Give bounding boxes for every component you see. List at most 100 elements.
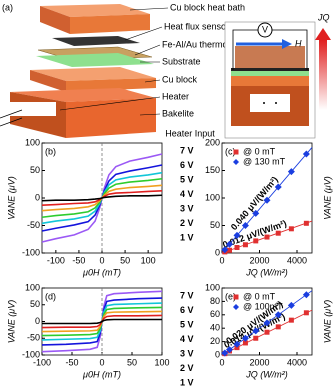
panel-label: (b) [45,146,56,156]
diagram-label: Cu block [162,74,198,84]
schematic-sensor [231,68,309,71]
y-tick-label: 0 [35,192,40,202]
legend-entry: 1 V [180,377,194,386]
x-tick-label: -50 [65,357,78,367]
diagram: (a) Cu block heat bath Heat flux sensor … [0,2,331,139]
panel-label: (c) [225,146,236,156]
legend-entry: @ 0 mT [243,146,276,156]
bakelite-front [66,98,156,138]
heater-wire [0,117,23,127]
x-tick-label: 100 [154,357,169,367]
x-tick-label: -50 [72,255,85,265]
point [263,196,271,204]
point [221,349,229,357]
legend-entry: 4 V [180,334,194,344]
cu-heat-bath-top [40,4,150,17]
voltmeter-wire [232,29,308,70]
legend-entry: 3 V [180,348,194,358]
voltmeter [257,22,273,38]
panel-label: (a) [2,2,13,12]
legend-entry: @ 0 mT [243,291,276,301]
field-arrowhead [282,39,292,49]
y-tick-label: 50 [210,220,220,230]
point [274,311,282,319]
series-line [42,318,162,325]
diagram-label: Fe-Al/Au thermopile [162,39,242,49]
y-tick-label: 100 [25,137,40,147]
heat-flux-sensor [52,36,140,46]
point [226,346,233,354]
schematic-substrate [231,71,309,76]
schematic-heater [250,94,290,112]
y-tick-label: 100 [205,282,220,292]
point [242,340,248,346]
x-tick-label: 0 [219,357,224,367]
point [234,245,240,250]
field-label: H [295,38,302,48]
y-tick-label: 0 [215,247,220,257]
heater-dot [263,102,265,104]
x-axis-label: JQ (W/m²) [245,267,287,277]
cu-block-side [30,70,66,92]
y-tick-label: 50 [30,165,40,175]
legend-entry: 6 V [180,305,194,315]
y-tick-label: -50 [27,220,40,230]
x-axis-label: μ0H (mT) [82,369,121,379]
point [252,209,260,217]
point [226,240,233,248]
point [287,168,295,176]
x-tick-label: 100 [141,255,156,265]
point [233,340,241,348]
point [241,334,249,342]
cu-heat-bath-side [40,6,70,34]
heat-flow-arrow [319,40,327,110]
cu-heat-bath-front [70,14,150,34]
panel-label: (d) [45,291,56,301]
x-tick-label: 0 [99,255,104,265]
bakelite-top [10,88,156,102]
cu-block-front [66,78,156,92]
point [287,301,295,309]
y-tick-label: 40 [210,323,220,333]
y-axis-label: VANE (μV) [6,176,16,219]
x-tick-label: 0 [219,255,224,265]
y-tick-label: 80 [210,296,220,306]
x-tick-label: 4000 [287,255,307,265]
voltmeter-label: V [262,24,268,34]
legend-entry: 5 V [180,319,194,329]
legend-marker [233,149,239,155]
diagram-label: Bakelite [162,108,194,118]
legend-entry: @ 100mT [243,301,283,311]
y-axis-label: VANE (μV) [6,300,16,343]
y-tick-label: 100 [205,192,220,202]
y-tick-label: -100 [22,247,40,257]
legend-entry: 6 V [180,160,194,170]
y-tick-label: 100 [25,282,40,292]
point [275,324,281,330]
point [275,230,281,236]
x-tick-label: 50 [127,357,137,367]
x-tick-label: 0 [99,357,104,367]
heater-slot [10,102,56,116]
point [227,247,232,253]
point [288,226,294,232]
schematic-cu-block [231,76,309,86]
x-axis-label: JQ (W/m²) [245,369,287,379]
y-tick-label: 150 [205,165,220,175]
legend-entry: 2 V [180,218,194,228]
diagram-label: Cu block heat bath [170,2,245,12]
series-line [41,194,163,202]
point [241,222,249,229]
legend-marker [233,304,239,310]
heater-wire [0,109,23,119]
point [252,327,260,335]
legend-entry: 5 V [180,174,194,184]
x-tick-label: 2000 [249,255,269,265]
point [302,150,310,158]
schematic-heat-bath [235,46,305,68]
legend-marker [233,159,239,165]
point [288,317,294,323]
y-tick-label: 50 [30,299,40,309]
